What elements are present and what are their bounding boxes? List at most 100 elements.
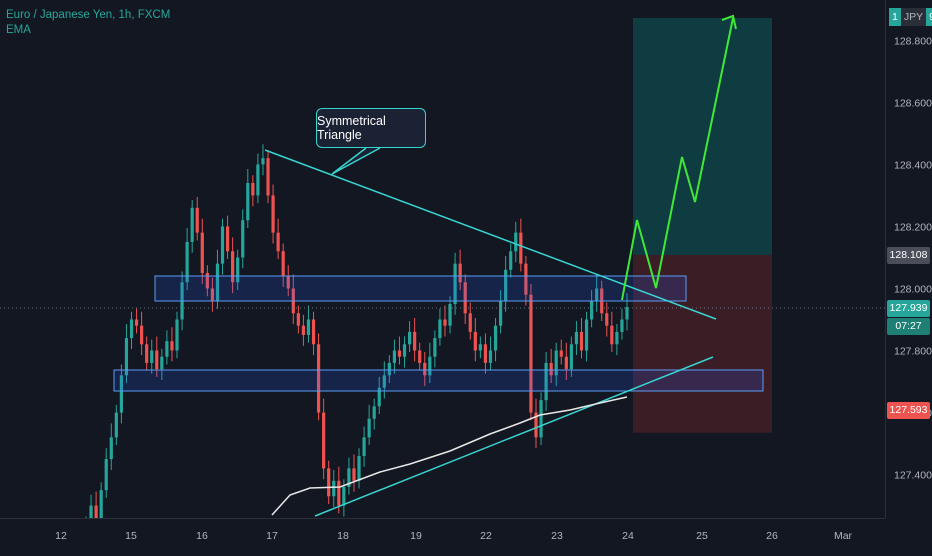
time-tick-label: Mar <box>834 530 853 542</box>
candle-body <box>215 263 220 301</box>
candle-body <box>443 319 447 326</box>
symbol-badge[interactable]: 1 JPY 9 <box>889 8 932 26</box>
candle-body <box>185 241 189 283</box>
legend-indicator[interactable]: EMA <box>6 24 31 36</box>
badge-left: 1 <box>889 8 901 26</box>
candle-body <box>114 412 118 438</box>
candle-body <box>195 207 199 233</box>
price-tick-label: 128.400 <box>894 159 932 171</box>
candle-body <box>337 480 341 506</box>
candle-body <box>246 183 250 221</box>
candle-body <box>286 276 290 289</box>
candle-body <box>569 344 573 370</box>
candle-body <box>200 232 204 273</box>
candle-body <box>397 350 402 357</box>
candle-body <box>382 375 386 388</box>
legend-symbol[interactable]: Euro / Japanese Yen, 1h, FXCM <box>6 9 171 21</box>
candle-body <box>104 459 108 491</box>
candle-body <box>134 319 139 326</box>
callout-pointer <box>331 147 381 175</box>
candle-body <box>119 375 123 413</box>
candle-body <box>271 195 275 233</box>
time-tick-label: 17 <box>266 530 278 542</box>
candle-body <box>559 350 563 357</box>
candle-body <box>529 294 533 413</box>
candle-body <box>392 350 397 363</box>
candle-body <box>524 263 528 295</box>
candle-body <box>220 226 225 264</box>
candle-body <box>534 412 538 438</box>
price-tick-label: 128.200 <box>894 221 932 233</box>
candle-body <box>225 226 230 252</box>
candle-body <box>332 480 336 497</box>
symmetrical-triangle-callout[interactable]: Symmetrical Triangle <box>316 108 426 148</box>
stop-price-tag: 127.593 <box>887 402 930 419</box>
candle-body <box>615 331 619 345</box>
candle-body <box>256 164 260 196</box>
target-zone <box>633 18 772 255</box>
candle-body <box>473 331 477 351</box>
price-tick-label: 128.600 <box>894 97 932 109</box>
candle-body <box>251 183 255 196</box>
candle-body <box>514 232 518 252</box>
candle-body <box>266 158 270 196</box>
candle-body <box>129 319 134 339</box>
candle-body <box>347 468 351 487</box>
candles-layer <box>85 144 629 518</box>
candle-body <box>372 406 376 419</box>
current-price-tag: 127.939 <box>887 300 930 317</box>
candle-body <box>306 319 311 335</box>
candle-body <box>463 282 467 314</box>
candle-body <box>210 288 215 301</box>
candle-body <box>236 257 240 283</box>
candle-body <box>311 319 316 345</box>
badge-code: JPY <box>900 8 927 26</box>
candle-body <box>327 468 331 497</box>
price-tick-label: 128.000 <box>894 283 932 295</box>
candle-body <box>625 307 629 320</box>
candle-body <box>231 251 235 283</box>
ema-line <box>271 396 628 516</box>
candle-body <box>109 437 113 460</box>
candle-body <box>539 400 543 438</box>
candle-body <box>433 338 437 357</box>
candle-body <box>544 362 548 401</box>
candle-body <box>241 220 245 258</box>
candle-body <box>357 455 361 481</box>
candle-body <box>362 437 366 456</box>
candle-body <box>579 331 584 351</box>
candle-body <box>509 251 513 270</box>
candle-body <box>448 303 452 326</box>
candle-body <box>160 356 164 370</box>
candle-body <box>504 269 508 301</box>
resistance-zone <box>154 275 687 302</box>
time-tick-label: 16 <box>196 530 208 542</box>
candle-body <box>170 341 174 351</box>
projection-path <box>621 17 734 301</box>
candle-body <box>377 387 381 407</box>
time-tick-label: 22 <box>480 530 492 542</box>
candle-body <box>595 288 599 301</box>
candle-body <box>316 344 321 413</box>
candle-body <box>296 313 300 326</box>
price-chart[interactable] <box>0 0 885 518</box>
candle-body <box>367 418 371 438</box>
time-axis[interactable]: 12 15 16 17 18 19 22 23 24 25 26 Mar <box>0 518 885 550</box>
candle-body <box>498 300 503 326</box>
candle-body <box>322 412 326 469</box>
candle-body <box>453 263 457 304</box>
candle-body <box>124 338 129 376</box>
target-price-tag: 128.108 <box>887 247 930 264</box>
candle-body <box>261 158 265 165</box>
candle-body <box>276 232 280 252</box>
chart-legend: Euro / Japanese Yen, 1h, FXCM EMA <box>6 8 170 38</box>
countdown-tag: 07:27 <box>887 318 930 335</box>
candle-body <box>89 505 93 518</box>
candle-body <box>175 319 179 351</box>
candle-body <box>402 344 407 357</box>
candle-body <box>554 350 558 376</box>
price-tick-label: 127.400 <box>894 470 932 482</box>
candle-body <box>205 272 209 289</box>
candle-body <box>190 207 194 242</box>
candle-body <box>301 325 306 335</box>
